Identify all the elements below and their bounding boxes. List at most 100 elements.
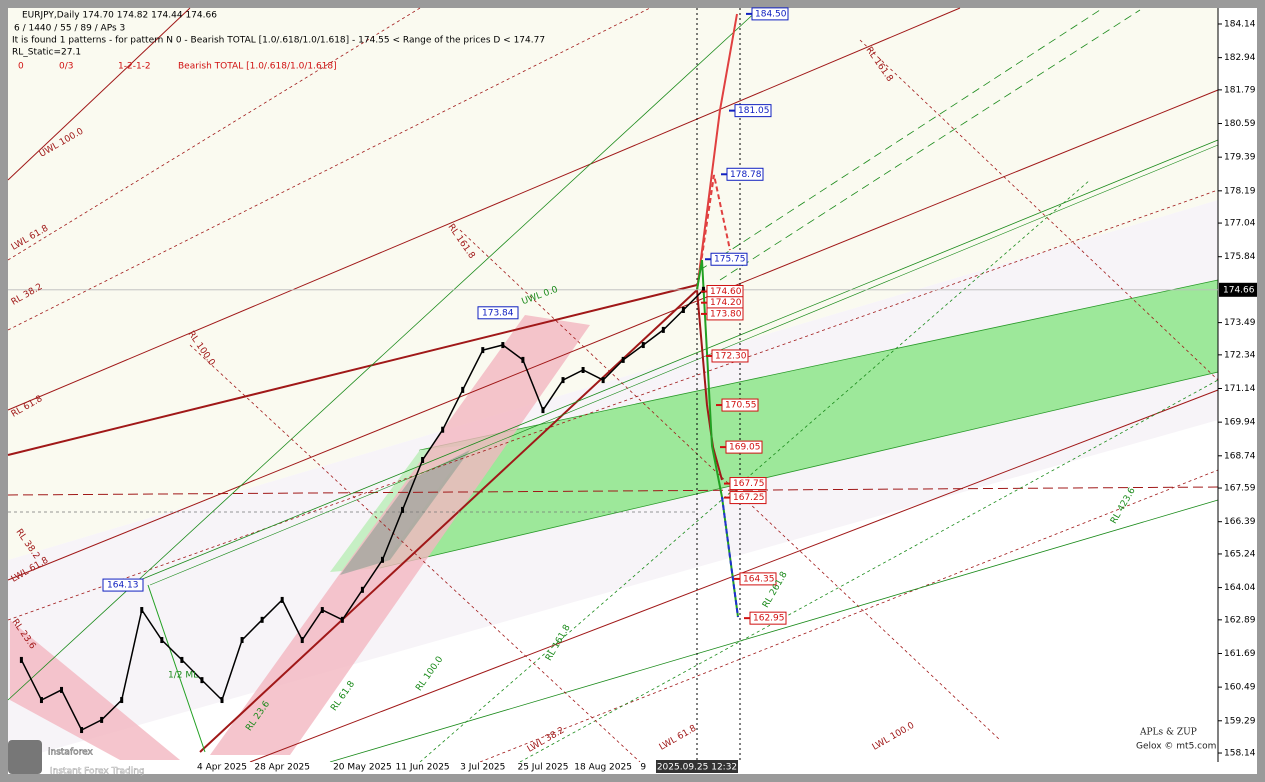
level-label: 170.55 bbox=[725, 401, 757, 411]
watermark: instaforex bbox=[48, 748, 93, 758]
level-box bbox=[734, 104, 772, 118]
y-tick-label: 165.24 bbox=[1224, 549, 1256, 559]
price-point bbox=[360, 586, 364, 593]
y-tick-label: 184.14 bbox=[1224, 19, 1256, 29]
watermark-logo bbox=[8, 740, 42, 774]
price-point bbox=[501, 342, 505, 349]
y-tick-label: 172.34 bbox=[1224, 350, 1256, 360]
price-point bbox=[641, 342, 645, 349]
footer-title: APLs & ZUP bbox=[1139, 728, 1197, 738]
level-label: 167.75 bbox=[733, 479, 765, 489]
y-tick-label: 179.39 bbox=[1224, 153, 1256, 163]
y-tick-label: 171.14 bbox=[1224, 384, 1256, 394]
level-box bbox=[739, 572, 777, 586]
y-tick-label: 168.74 bbox=[1224, 451, 1256, 461]
price-point bbox=[100, 716, 104, 723]
level-box bbox=[721, 398, 759, 412]
y-tick-label: 177.04 bbox=[1224, 219, 1256, 229]
y-tick-label: 161.69 bbox=[1224, 649, 1256, 659]
x-tick-label: 25 Jul 2025 bbox=[517, 763, 568, 773]
price-point bbox=[340, 616, 344, 623]
x-tick-label: 18 Aug 2025 bbox=[574, 763, 632, 773]
header-line: EURJPY,Daily 174.70 174.82 174.44 174.66 bbox=[22, 11, 217, 21]
price-point bbox=[160, 637, 164, 644]
level-label: 172.30 bbox=[715, 351, 747, 361]
level-label: 169.05 bbox=[729, 443, 761, 453]
price-point bbox=[300, 637, 304, 644]
status-text: 0 bbox=[18, 62, 24, 72]
cursor-time-box bbox=[656, 760, 738, 773]
swing-box bbox=[102, 578, 144, 592]
level-label: 174.20 bbox=[710, 298, 742, 308]
price-point bbox=[240, 637, 244, 644]
price-point bbox=[701, 286, 705, 293]
footer-credit: Gelox © mt5.com bbox=[1136, 742, 1216, 752]
status-text: 1-2-1-2 bbox=[118, 62, 151, 72]
cursor-time: 2025.09.25 12:32 bbox=[657, 763, 737, 773]
swing-label: 164.13 bbox=[107, 581, 139, 591]
y-tick-label: 182.94 bbox=[1224, 53, 1256, 63]
price-point bbox=[581, 366, 585, 373]
header-line: RL_Static=27.1 bbox=[12, 48, 81, 58]
level-box bbox=[726, 167, 764, 181]
level-label: 167.25 bbox=[733, 493, 765, 503]
price-point bbox=[180, 656, 184, 663]
level-label: 175.75 bbox=[714, 255, 746, 265]
level-label: 173.80 bbox=[710, 309, 742, 319]
level-label: 174.60 bbox=[710, 287, 742, 297]
level-box bbox=[729, 491, 767, 505]
price-point bbox=[521, 356, 525, 363]
price-point bbox=[39, 697, 43, 704]
x-tick-label: 3 Jul 2025 bbox=[460, 763, 505, 773]
price-point bbox=[320, 607, 324, 614]
price-point bbox=[401, 506, 405, 513]
y-tick-label: 159.29 bbox=[1224, 716, 1256, 726]
status-text: 0/3 bbox=[59, 62, 73, 72]
price-point bbox=[661, 326, 665, 333]
level-box bbox=[725, 440, 763, 454]
y-tick-label: 178.19 bbox=[1224, 186, 1256, 196]
last-price-box bbox=[1219, 282, 1257, 297]
y-tick-label: 158.14 bbox=[1224, 749, 1256, 759]
x-tick-label: 9 bbox=[640, 763, 646, 773]
level-label: 181.05 bbox=[738, 106, 770, 116]
price-point bbox=[140, 607, 144, 614]
x-tick-label: 28 Apr 2025 bbox=[254, 763, 310, 773]
level-box bbox=[706, 307, 744, 321]
price-point bbox=[441, 426, 445, 433]
price-point bbox=[541, 407, 545, 414]
y-tick-label: 162.89 bbox=[1224, 615, 1256, 625]
price-point bbox=[200, 677, 204, 684]
level-box bbox=[710, 252, 748, 266]
level-label: 164.35 bbox=[743, 574, 775, 584]
price-point bbox=[380, 556, 384, 563]
x-tick-label: 20 May 2025 bbox=[333, 763, 392, 773]
y-tick-label: 166.39 bbox=[1224, 517, 1256, 527]
price-point bbox=[461, 386, 465, 393]
swing-label: 173.84 bbox=[482, 308, 514, 318]
level-box bbox=[729, 477, 767, 491]
price-point bbox=[421, 457, 425, 464]
last-price-label: 174.66 bbox=[1223, 285, 1255, 295]
price-point bbox=[621, 356, 625, 363]
decor bbox=[7, 7, 1257, 774]
price-point bbox=[601, 377, 605, 384]
level-box bbox=[749, 611, 787, 625]
header-line: 6 / 1440 / 55 / 89 / APs 3 bbox=[14, 24, 125, 34]
x-tick-label: 4 Apr 2025 bbox=[197, 763, 247, 773]
price-point bbox=[481, 347, 485, 354]
y-tick-label: 181.79 bbox=[1224, 85, 1256, 95]
price-point bbox=[561, 377, 565, 384]
price-point bbox=[260, 616, 264, 623]
price-point bbox=[120, 697, 124, 704]
price-point bbox=[220, 697, 224, 704]
y-tick-label: 169.94 bbox=[1224, 418, 1256, 428]
price-point bbox=[280, 596, 284, 603]
y-tick-label: 180.59 bbox=[1224, 119, 1256, 129]
swing-box bbox=[477, 306, 519, 320]
y-tick-label: 164.04 bbox=[1224, 583, 1256, 593]
y-tick-label: 173.49 bbox=[1224, 318, 1256, 328]
y-tick-label: 167.59 bbox=[1224, 484, 1256, 494]
y-tick-label: 175.84 bbox=[1224, 252, 1256, 262]
price-point bbox=[681, 306, 685, 313]
